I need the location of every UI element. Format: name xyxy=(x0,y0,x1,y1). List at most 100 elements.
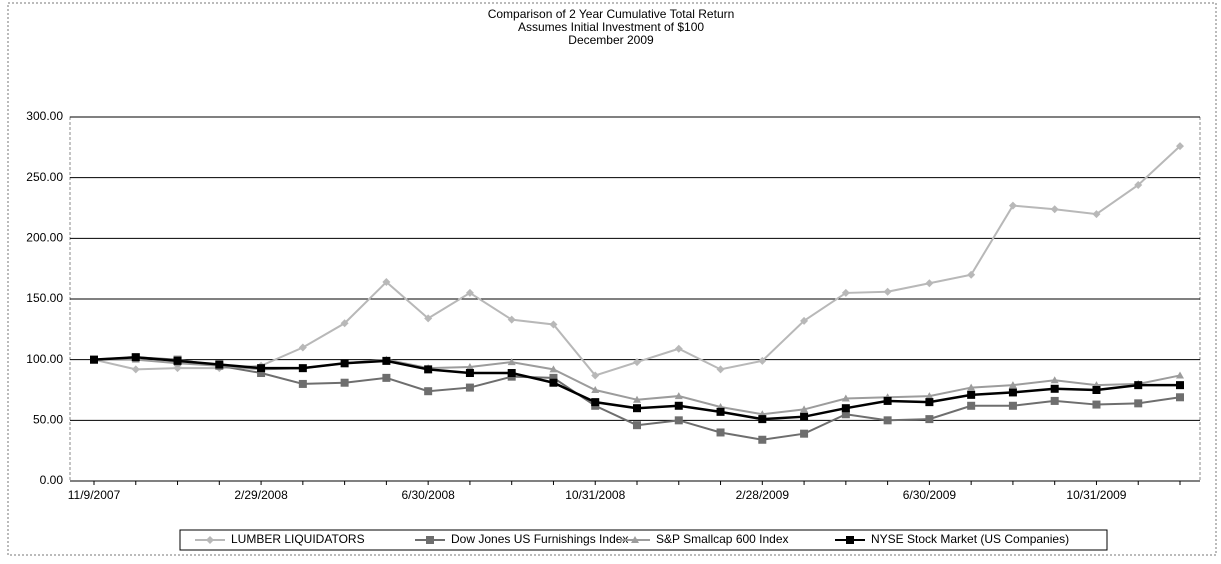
marker xyxy=(1008,381,1017,389)
marker xyxy=(1176,381,1184,390)
marker xyxy=(591,398,600,407)
marker xyxy=(674,344,683,353)
legend-marker xyxy=(631,536,639,543)
marker xyxy=(716,407,725,416)
marker xyxy=(758,435,767,444)
marker xyxy=(591,371,600,380)
marker xyxy=(1008,388,1017,397)
marker xyxy=(674,392,683,400)
marker xyxy=(841,404,850,413)
marker xyxy=(633,421,641,430)
marker xyxy=(257,369,266,378)
y-tick-label: 100.00 xyxy=(26,352,63,366)
marker xyxy=(465,369,474,378)
marker xyxy=(674,416,683,425)
y-tick-label: 50.00 xyxy=(33,413,63,427)
marker xyxy=(340,359,349,368)
marker xyxy=(716,365,725,374)
marker xyxy=(1092,400,1101,409)
marker xyxy=(1008,401,1017,410)
marker xyxy=(1050,376,1059,384)
marker xyxy=(1050,396,1059,405)
marker xyxy=(967,383,976,391)
marker xyxy=(1176,371,1184,379)
marker xyxy=(841,410,850,419)
marker xyxy=(925,279,934,288)
marker xyxy=(1092,386,1101,394)
legend-label: Dow Jones US Furnishings Index xyxy=(451,532,628,546)
marker xyxy=(1050,205,1059,214)
marker xyxy=(507,358,516,366)
legend-label: LUMBER LIQUIDATORS xyxy=(231,532,365,546)
marker xyxy=(382,356,391,365)
marker xyxy=(465,288,474,297)
marker xyxy=(758,356,767,365)
chart-title: December 2009 xyxy=(568,33,654,47)
x-tick-label: 6/30/2008 xyxy=(401,488,455,502)
marker xyxy=(465,383,474,392)
marker xyxy=(382,278,391,287)
marker xyxy=(925,415,934,424)
y-tick-label: 250.00 xyxy=(26,170,63,184)
marker xyxy=(1092,210,1101,219)
marker xyxy=(1008,201,1017,210)
marker xyxy=(758,415,767,424)
marker xyxy=(841,288,850,297)
chart-title: Assumes Initial Investment of $100 xyxy=(518,20,704,34)
marker xyxy=(298,364,307,373)
chart-border xyxy=(7,2,1217,556)
marker xyxy=(1176,393,1184,402)
y-tick-label: 0.00 xyxy=(40,473,64,487)
marker xyxy=(424,387,433,396)
x-tick-label: 2/28/2009 xyxy=(736,488,790,502)
legend-label: NYSE Stock Market (US Companies) xyxy=(871,532,1069,546)
marker xyxy=(298,379,307,388)
marker xyxy=(340,378,349,387)
marker xyxy=(507,369,516,378)
marker xyxy=(800,316,809,325)
marker xyxy=(967,401,976,410)
marker xyxy=(298,343,307,352)
marker xyxy=(549,365,558,373)
legend-label: S&P Smallcap 600 Index xyxy=(656,532,789,546)
marker xyxy=(674,401,683,410)
marker xyxy=(967,390,976,399)
marker xyxy=(549,378,558,387)
marker xyxy=(424,314,433,323)
marker xyxy=(1134,399,1143,408)
marker xyxy=(507,315,516,324)
y-tick-label: 200.00 xyxy=(26,231,63,245)
marker xyxy=(90,355,98,364)
marker xyxy=(173,356,182,365)
marker xyxy=(382,373,391,382)
marker xyxy=(549,373,558,382)
marker xyxy=(465,362,474,370)
legend-marker xyxy=(426,536,434,544)
marker xyxy=(1050,384,1059,393)
x-tick-label: 6/30/2009 xyxy=(903,488,957,502)
x-tick-label: 10/31/2008 xyxy=(565,488,625,502)
marker xyxy=(967,270,976,279)
marker xyxy=(716,428,725,437)
marker xyxy=(591,386,600,393)
marker xyxy=(633,404,641,413)
y-tick-label: 300.00 xyxy=(26,109,63,123)
marker xyxy=(800,429,809,438)
marker xyxy=(215,360,224,369)
marker xyxy=(841,394,850,402)
marker xyxy=(633,358,641,367)
marker xyxy=(1134,381,1143,390)
marker xyxy=(925,392,934,400)
marker xyxy=(549,320,558,329)
marker xyxy=(1134,180,1143,189)
marker xyxy=(800,405,809,413)
series-line xyxy=(93,145,1181,377)
marker xyxy=(424,365,433,374)
marker xyxy=(883,287,892,296)
legend-marker xyxy=(206,536,214,544)
x-tick-label: 11/9/2007 xyxy=(68,488,121,502)
marker xyxy=(800,412,809,421)
legend-marker xyxy=(846,536,854,544)
marker xyxy=(883,416,892,425)
